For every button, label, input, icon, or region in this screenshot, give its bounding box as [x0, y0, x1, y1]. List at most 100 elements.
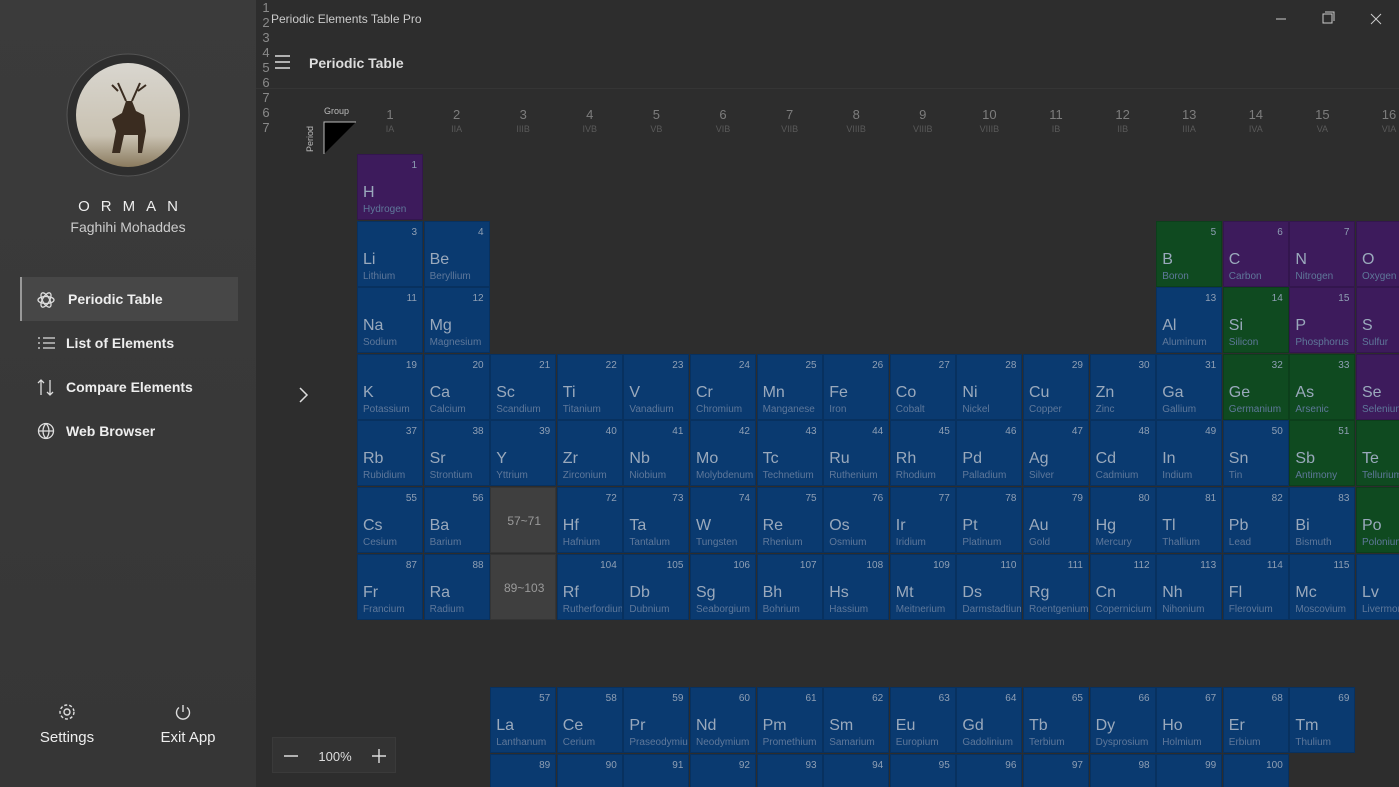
element-cell[interactable]: 12 Mg Magnesium	[423, 287, 490, 354]
element-cell[interactable]: 1 H Hydrogen	[357, 154, 423, 220]
element-cell[interactable]: 90	[556, 753, 623, 787]
element-cell[interactable]: 52TeTellurium	[1356, 420, 1399, 487]
element-cell[interactable]: 38 Sr Strontium	[423, 420, 490, 487]
settings-button[interactable]: Settings	[39, 729, 95, 746]
element-cell[interactable]: 60 Nd Neodymium	[690, 687, 756, 753]
element-cell[interactable]: 16SSulfur	[1356, 287, 1399, 354]
element-cell[interactable]: 109 Mt Meitnerium	[889, 553, 956, 620]
element-cell[interactable]: 27 Co Cobalt	[889, 353, 956, 420]
element-cell[interactable]: 3 Li Lithium	[357, 220, 423, 287]
element-cell[interactable]: 113 Nh Nihonium	[1156, 553, 1223, 620]
element-cell[interactable]: 49 In Indium	[1156, 420, 1223, 487]
element-cell[interactable]: 82 Pb Lead	[1222, 487, 1289, 553]
element-cell[interactable]: 34SeSelenium	[1356, 353, 1399, 420]
element-cell[interactable]: 112 Cn Copernicium	[1089, 553, 1156, 620]
element-cell[interactable]: 73 Ta Tantalum	[623, 487, 690, 553]
element-cell[interactable]: 56 Ba Barium	[423, 487, 490, 553]
nav-item[interactable]: Periodic Table	[20, 277, 238, 321]
window-controls[interactable]	[1266, 8, 1396, 30]
element-cell[interactable]: 57 La Lanthanum	[490, 687, 557, 753]
element-cell[interactable]: 55 Cs Cesium	[357, 487, 423, 553]
element-cell[interactable]: 5 B Boron	[1156, 220, 1223, 287]
zoom-buttons[interactable]	[283, 749, 387, 763]
element-cell[interactable]: 104 Rf Rutherfordium	[556, 553, 623, 620]
element-cell[interactable]: 69 Tm Thulium	[1289, 687, 1356, 753]
exit-button[interactable]: Exit App	[160, 729, 216, 746]
element-cell[interactable]: 66 Dy Dysprosium	[1089, 687, 1156, 753]
element-cell[interactable]: 25 Mn Manganese	[756, 353, 823, 420]
element-cell[interactable]: 30 Zn Zinc	[1089, 353, 1156, 420]
element-cell[interactable]: 42 Mo Molybdenum	[690, 420, 756, 487]
element-cell[interactable]: 21 Sc Scandium	[490, 353, 557, 420]
element-cell[interactable]: 108 Hs Hassium	[823, 553, 890, 620]
element-cell[interactable]: 100	[1222, 753, 1289, 787]
element-cell[interactable]: 43 Tc Technetium	[756, 420, 823, 487]
element-cell[interactable]: 107 Bh Bohrium	[756, 553, 823, 620]
element-cell[interactable]: 23 V Vanadium	[623, 353, 690, 420]
element-cell[interactable]: 47 Ag Silver	[1023, 420, 1089, 487]
element-cell[interactable]: 81 Tl Thallium	[1156, 487, 1223, 553]
expand-chevron[interactable]	[296, 380, 312, 410]
element-cell[interactable]: 88 Ra Radium	[423, 553, 490, 620]
element-cell[interactable]: 19 K Potassium	[357, 353, 423, 420]
element-cell[interactable]: 93	[756, 753, 823, 787]
element-cell[interactable]: 75 Re Rhenium	[756, 487, 823, 553]
element-cell[interactable]: 97	[1023, 753, 1089, 787]
element-cell[interactable]: 28 Ni Nickel	[956, 353, 1023, 420]
element-cell[interactable]: 44 Ru Ruthenium	[823, 420, 890, 487]
element-cell[interactable]: 59 Pr Praseodymium	[623, 687, 690, 753]
element-cell[interactable]: 64 Gd Gadolinium	[956, 687, 1023, 753]
nav-item[interactable]: Compare Elements	[20, 365, 236, 409]
hamburger-menu[interactable]	[274, 54, 292, 70]
element-cell[interactable]: 24 Cr Chromium	[690, 353, 756, 420]
nav-item[interactable]: Web Browser	[20, 409, 236, 453]
element-cell[interactable]: 95	[889, 753, 956, 787]
element-cell[interactable]: 29 Cu Copper	[1023, 353, 1089, 420]
element-cell[interactable]: 111 Rg Roentgenium	[1023, 553, 1089, 620]
element-cell[interactable]: 116LvLivermorium	[1356, 553, 1399, 620]
element-cell[interactable]: 20 Ca Calcium	[423, 353, 490, 420]
element-cell[interactable]: 39 Y Yttrium	[490, 420, 557, 487]
element-cell[interactable]: 7 N Nitrogen	[1289, 220, 1356, 287]
element-cell[interactable]: 51 Sb Antimony	[1289, 420, 1356, 487]
element-cell[interactable]: 74 W Tungsten	[690, 487, 756, 553]
element-cell[interactable]: 14 Si Silicon	[1222, 287, 1289, 354]
element-cell[interactable]: 99	[1156, 753, 1223, 787]
element-cell[interactable]: 62 Sm Samarium	[823, 687, 890, 753]
element-cell[interactable]: 84PoPolonium	[1356, 487, 1399, 553]
element-cell[interactable]: 87 Fr Francium	[357, 553, 423, 620]
element-cell[interactable]: 68 Er Erbium	[1222, 687, 1289, 753]
element-cell[interactable]: 45 Rh Rhodium	[889, 420, 956, 487]
element-cell[interactable]: 115 Mc Moscovium	[1289, 553, 1356, 620]
element-cell[interactable]: 98	[1089, 753, 1156, 787]
element-cell[interactable]: 11 Na Sodium	[357, 287, 423, 354]
element-cell[interactable]: 46 Pd Palladium	[956, 420, 1023, 487]
element-cell[interactable]: 32 Ge Germanium	[1222, 353, 1289, 420]
element-cell[interactable]: 91	[623, 753, 690, 787]
element-cell[interactable]: 4 Be Beryllium	[423, 220, 490, 287]
element-cell[interactable]: 15 P Phosphorus	[1289, 287, 1356, 354]
element-cell[interactable]: 83 Bi Bismuth	[1289, 487, 1356, 553]
element-cell[interactable]: 58 Ce Cerium	[556, 687, 623, 753]
element-cell[interactable]: 13 Al Aluminum	[1156, 287, 1223, 354]
element-cell[interactable]: 26 Fe Iron	[823, 353, 890, 420]
element-cell[interactable]: 77 Ir Iridium	[889, 487, 956, 553]
element-cell[interactable]: 50 Sn Tin	[1222, 420, 1289, 487]
element-cell[interactable]: 72 Hf Hafnium	[556, 487, 623, 553]
element-cell[interactable]: 79 Au Gold	[1023, 487, 1089, 553]
element-cell[interactable]: 106 Sg Seaborgium	[690, 553, 756, 620]
element-cell[interactable]: 41 Nb Niobium	[623, 420, 690, 487]
element-cell[interactable]: 48 Cd Cadmium	[1089, 420, 1156, 487]
element-cell[interactable]: 110 Ds Darmstadtium	[956, 553, 1023, 620]
element-cell[interactable]: 92	[690, 753, 756, 787]
element-cell[interactable]: 33 As Arsenic	[1289, 353, 1356, 420]
element-cell[interactable]: 94	[823, 753, 890, 787]
element-cell[interactable]: 65 Tb Terbium	[1023, 687, 1089, 753]
element-cell[interactable]: 76 Os Osmium	[823, 487, 890, 553]
element-cell[interactable]: 89	[490, 753, 557, 787]
element-cell[interactable]: 37 Rb Rubidium	[357, 420, 423, 487]
element-cell[interactable]: 114 Fl Flerovium	[1222, 553, 1289, 620]
element-cell[interactable]: 78 Pt Platinum	[956, 487, 1023, 553]
element-cell[interactable]: 31 Ga Gallium	[1156, 353, 1223, 420]
element-cell[interactable]: 61 Pm Promethium	[756, 687, 823, 753]
